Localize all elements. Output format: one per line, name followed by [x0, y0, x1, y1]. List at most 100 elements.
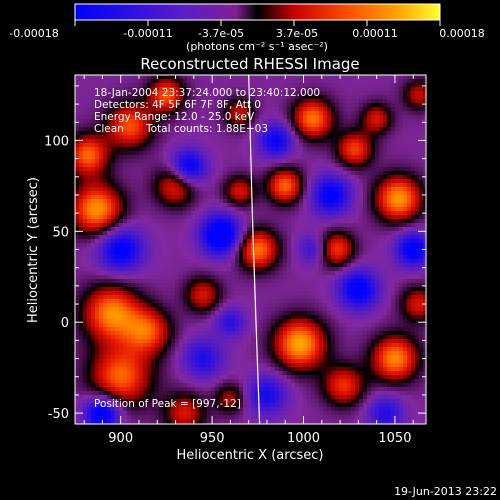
- heatmap-cell: [339, 227, 344, 232]
- heatmap-cell: [235, 103, 240, 108]
- heatmap-cell: [223, 275, 228, 280]
- heatmap-cell: [163, 155, 168, 160]
- heatmap-cell: [179, 215, 184, 220]
- heatmap-cell: [339, 243, 344, 248]
- heatmap-cell: [355, 283, 360, 288]
- heatmap-cell: [307, 227, 312, 232]
- heatmap-cell: [283, 135, 288, 140]
- heatmap-cell: [287, 151, 292, 156]
- heatmap-cell: [155, 183, 160, 188]
- heatmap-cell: [99, 99, 104, 104]
- heatmap-cell: [379, 99, 384, 104]
- heatmap-cell: [103, 287, 108, 292]
- heatmap-cell: [319, 223, 324, 228]
- heatmap-cell: [291, 223, 296, 228]
- heatmap-cell: [251, 147, 256, 152]
- heatmap-cell: [343, 223, 348, 228]
- heatmap-cell: [179, 243, 184, 248]
- heatmap-cell: [259, 299, 264, 304]
- heatmap-cell: [231, 267, 236, 272]
- heatmap-cell: [359, 271, 364, 276]
- heatmap-cell: [415, 275, 420, 280]
- heatmap-cell: [99, 199, 104, 204]
- heatmap-cell: [231, 247, 236, 252]
- heatmap-cell: [135, 203, 140, 208]
- heatmap-cell: [223, 295, 228, 300]
- heatmap-cell: [203, 299, 208, 304]
- heatmap-cell: [163, 263, 168, 268]
- heatmap-cell: [119, 267, 124, 272]
- heatmap-cell: [367, 211, 372, 216]
- heatmap-cell: [183, 255, 188, 260]
- heatmap-cell: [219, 247, 224, 252]
- heatmap-cell: [159, 135, 164, 140]
- heatmap-cell: [335, 139, 340, 144]
- heatmap-cell: [75, 271, 80, 276]
- heatmap-cell: [91, 103, 96, 108]
- heatmap-cell: [175, 259, 180, 264]
- heatmap-cell: [367, 255, 372, 260]
- heatmap-cell: [351, 231, 356, 236]
- heatmap-cell: [331, 119, 336, 124]
- heatmap-cell: [267, 235, 272, 240]
- heatmap-cell: [79, 87, 84, 92]
- heatmap-cell: [323, 251, 328, 256]
- heatmap-cell: [343, 127, 348, 132]
- heatmap-cell: [275, 175, 280, 180]
- heatmap-cell: [303, 159, 308, 164]
- heatmap-cell: [251, 171, 256, 176]
- heatmap-cell: [239, 151, 244, 156]
- heatmap-cell: [199, 235, 204, 240]
- heatmap-cell: [219, 99, 224, 104]
- heatmap-cell: [207, 191, 212, 196]
- heatmap-cell: [79, 247, 84, 252]
- heatmap-cell: [131, 159, 136, 164]
- heatmap-cell: [347, 127, 352, 132]
- heatmap-cell: [395, 163, 400, 168]
- heatmap-cell: [295, 179, 300, 184]
- heatmap-cell: [235, 79, 240, 84]
- heatmap-cell: [295, 91, 300, 96]
- heatmap-cell: [311, 127, 316, 132]
- heatmap-cell: [283, 111, 288, 116]
- heatmap-cell: [307, 115, 312, 120]
- heatmap-cell: [119, 235, 124, 240]
- heatmap-cell: [171, 243, 176, 248]
- heatmap-cell: [123, 147, 128, 152]
- heatmap-cell: [287, 183, 292, 188]
- heatmap-cell: [415, 99, 420, 104]
- heatmap-cell: [215, 235, 220, 240]
- heatmap-cell: [351, 103, 356, 108]
- heatmap-cell: [83, 243, 88, 248]
- heatmap-cell: [135, 271, 140, 276]
- heatmap-cell: [271, 115, 276, 120]
- heatmap-cell: [251, 111, 256, 116]
- heatmap-cell: [247, 255, 252, 260]
- heatmap-cell: [115, 275, 120, 280]
- heatmap-cell: [231, 211, 236, 216]
- heatmap-cell: [199, 291, 204, 296]
- heatmap-cell: [355, 79, 360, 84]
- heatmap-cell: [75, 155, 80, 160]
- heatmap-cell: [375, 187, 380, 192]
- heatmap-cell: [375, 91, 380, 96]
- heatmap-cell: [283, 231, 288, 236]
- heatmap-cell: [299, 139, 304, 144]
- heatmap-cell: [419, 223, 424, 228]
- heatmap-cell: [387, 91, 392, 96]
- heatmap-cell: [283, 143, 288, 148]
- heatmap-cell: [155, 263, 160, 268]
- heatmap-cell: [315, 135, 320, 140]
- heatmap-cell: [367, 167, 372, 172]
- heatmap-cell: [215, 139, 220, 144]
- heatmap-cell: [87, 79, 92, 84]
- heatmap-cell: [299, 215, 304, 220]
- heatmap-cell: [155, 147, 160, 152]
- heatmap-cell: [95, 247, 100, 252]
- heatmap-cell: [267, 259, 272, 264]
- heatmap-cell: [335, 91, 340, 96]
- heatmap-cell: [139, 155, 144, 160]
- heatmap-cell: [327, 127, 332, 132]
- heatmap-cell: [167, 199, 172, 204]
- heatmap-cell: [315, 287, 320, 292]
